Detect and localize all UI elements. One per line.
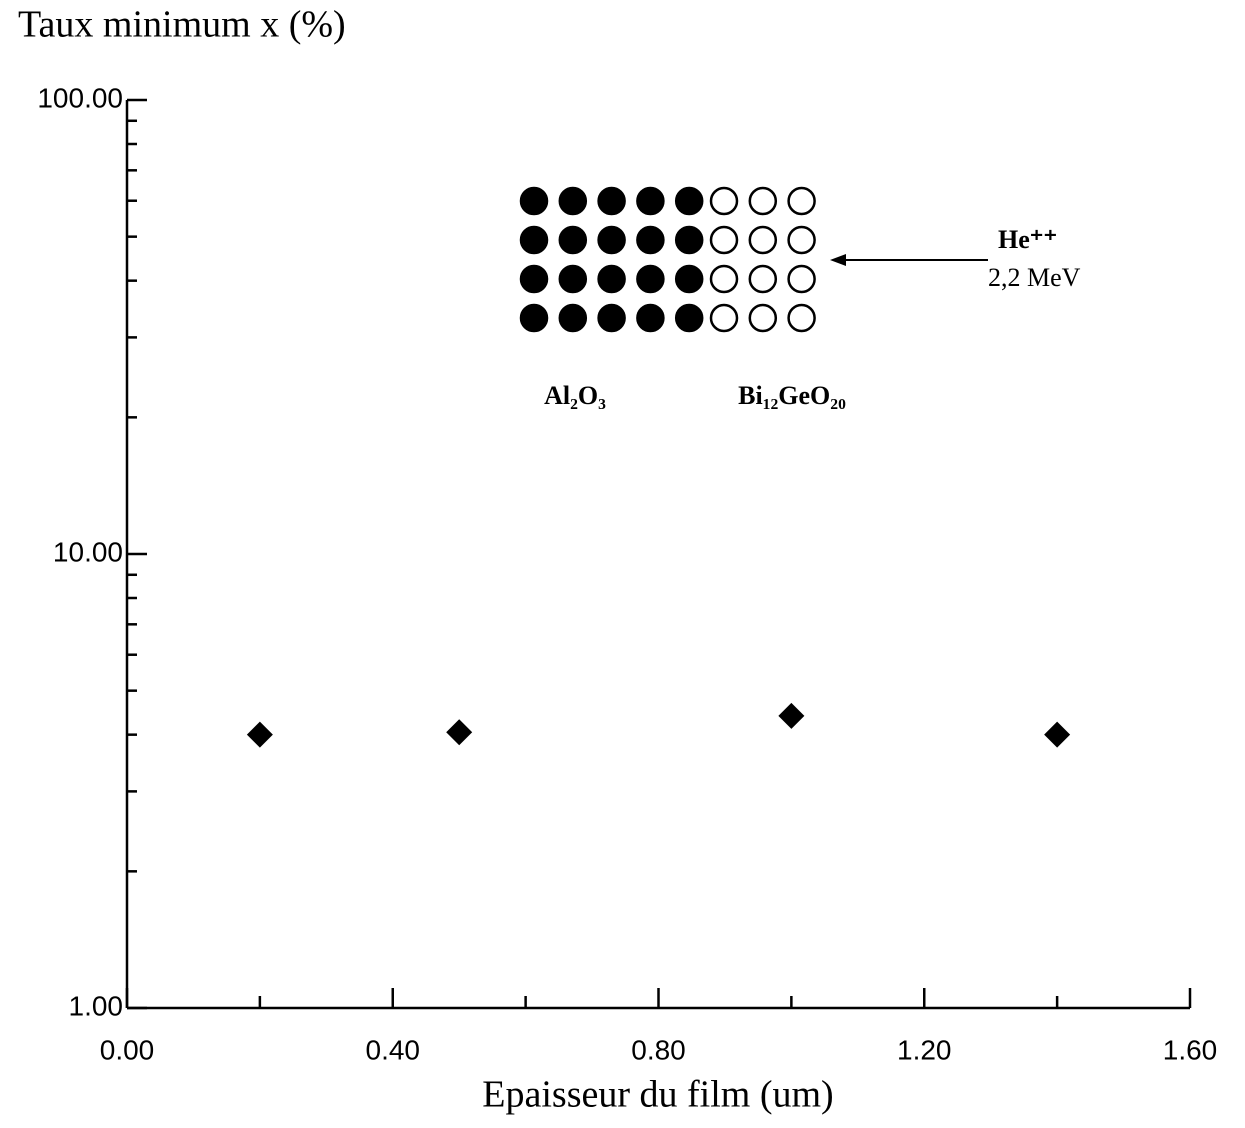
- hollow-atom: [787, 186, 816, 216]
- data-point: [778, 702, 805, 729]
- y-tick-label: 100.00: [37, 82, 123, 113]
- x-tick-label: 0.00: [100, 1034, 155, 1065]
- annotation: Al₂O₃: [544, 381, 606, 410]
- y-axis-label: Taux minimum x (%): [18, 4, 346, 46]
- filled-atom: [519, 186, 549, 216]
- filled-atom: [558, 186, 588, 216]
- hollow-atom: [748, 186, 778, 216]
- x-axis-label: Epaisseur du film (um): [482, 1074, 833, 1116]
- hollow-atom: [787, 225, 816, 255]
- filled-atom: [519, 303, 549, 333]
- inset-diagram: [519, 186, 816, 333]
- arrow-head: [830, 254, 846, 266]
- data-point: [446, 719, 473, 746]
- filled-atom: [636, 264, 665, 294]
- filled-atom: [674, 264, 704, 294]
- filled-atom: [597, 303, 626, 333]
- filled-atom: [597, 264, 626, 294]
- filled-atom: [597, 225, 626, 255]
- hollow-atom: [787, 264, 816, 294]
- x-tick-label: 0.40: [366, 1034, 421, 1065]
- filled-atom: [519, 225, 549, 255]
- x-tick-label: 1.20: [897, 1034, 952, 1065]
- annotation: He⁺⁺: [998, 225, 1057, 254]
- annotation: 2,2 MeV: [988, 263, 1081, 292]
- filled-atom: [636, 186, 665, 216]
- hollow-atom: [709, 225, 739, 255]
- filled-atom: [558, 303, 588, 333]
- hollow-atom: [748, 264, 778, 294]
- x-tick-label: 1.60: [1163, 1034, 1218, 1065]
- hollow-atom: [709, 303, 739, 333]
- filled-atom: [674, 303, 704, 333]
- hollow-atom: [709, 264, 739, 294]
- data-point: [246, 721, 273, 748]
- annotation: Bi₁₂GeO₂₀: [738, 381, 846, 410]
- x-tick-label: 0.80: [631, 1034, 686, 1065]
- y-tick-label: 10.00: [53, 536, 123, 567]
- hollow-atom: [748, 225, 778, 255]
- filled-atom: [636, 303, 665, 333]
- filled-atom: [636, 225, 665, 255]
- hollow-atom: [709, 186, 739, 216]
- y-tick-label: 1.00: [69, 990, 124, 1021]
- filled-atom: [558, 264, 588, 294]
- filled-atom: [674, 186, 704, 216]
- filled-atom: [674, 225, 704, 255]
- hollow-atom: [787, 303, 816, 333]
- filled-atom: [558, 225, 588, 255]
- filled-atom: [597, 186, 626, 216]
- filled-atom: [519, 264, 549, 294]
- hollow-atom: [748, 303, 778, 333]
- data-point: [1044, 721, 1071, 748]
